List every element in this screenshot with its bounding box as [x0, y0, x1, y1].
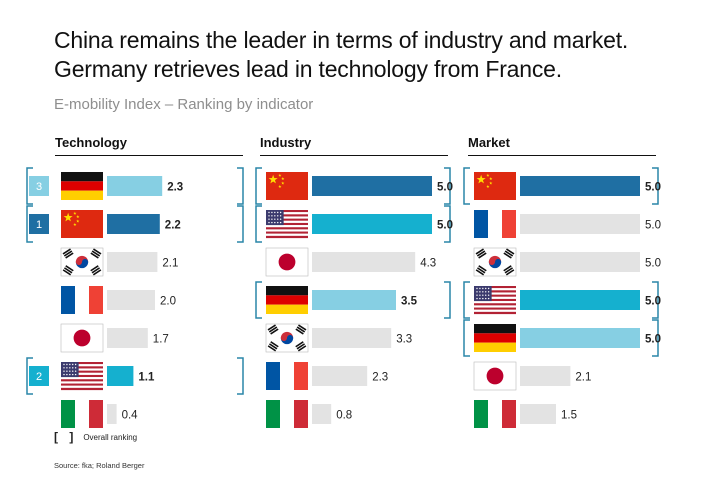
industry-china-bracket-left [255, 167, 262, 205]
market-value-usa: 5.0 [645, 296, 661, 308]
market-germany-bracket-right [652, 319, 659, 357]
rank-badge-china [29, 214, 49, 234]
market-column-title: Market [468, 135, 656, 156]
technology-germany-bracket-right [237, 167, 244, 205]
industry-bar-usa [312, 214, 432, 234]
industry-value-italy: 0.8 [336, 410, 352, 422]
technology-value-france: 2.0 [160, 296, 176, 308]
market-usa-bracket-right [652, 281, 659, 319]
title-line-2: Germany retrieves lead in technology fro… [54, 56, 562, 82]
market-value-south-korea: 5.0 [645, 258, 661, 270]
technology-bar-italy [107, 404, 117, 424]
industry-bar-italy [312, 404, 332, 424]
chart-title: China remains the leader in terms of ind… [54, 26, 694, 84]
industry-flag-japan [265, 247, 309, 277]
market-flag-china [474, 172, 516, 200]
technology-flag-south-korea [60, 247, 104, 277]
technology-germany-bracket-left [26, 167, 33, 205]
industry-value-south-korea: 3.3 [396, 334, 412, 346]
technology-flag-germany [61, 172, 103, 200]
industry-value-japan: 4.3 [420, 258, 436, 270]
technology-bar-japan [107, 328, 148, 348]
market-germany-bracket-left [463, 319, 470, 357]
technology-flag-china [61, 210, 103, 238]
technology-usa-bracket-right [237, 357, 244, 395]
market-value-italy: 1.5 [561, 410, 577, 422]
market-bar-france [520, 214, 640, 234]
rank-label-germany: 3 [36, 181, 42, 193]
industry-bar-china [312, 176, 432, 196]
market-flag-germany [474, 324, 516, 352]
industry-bar-japan [312, 252, 416, 272]
technology-china-bracket-right [237, 205, 244, 243]
market-bar-usa [520, 290, 640, 310]
technology-flag-france [61, 286, 103, 314]
industry-usa-bracket-left [255, 205, 262, 243]
industry-flag-germany [266, 286, 308, 314]
technology-usa-bracket-left [26, 357, 33, 395]
rank-badge-germany [29, 176, 49, 196]
industry-value-usa: 5.0 [437, 220, 453, 232]
industry-germany-bracket-right [444, 281, 451, 319]
technology-bar-germany [107, 176, 163, 196]
technology-flag-italy [61, 400, 103, 428]
technology-bar-south-korea [107, 252, 158, 272]
industry-flag-france [266, 362, 308, 390]
technology-value-italy: 0.4 [122, 410, 139, 422]
technology-value-japan: 1.7 [153, 334, 169, 346]
legend-bracket-icon: [ ] [54, 430, 78, 444]
industry-value-china: 5.0 [437, 182, 453, 194]
market-value-france: 5.0 [645, 220, 661, 232]
market-bar-china [520, 176, 640, 196]
technology-bar-china [107, 214, 160, 234]
market-flag-usa [474, 286, 516, 315]
market-bar-italy [520, 404, 556, 424]
industry-column-title: Industry [260, 135, 448, 156]
market-usa-bracket-left [463, 281, 470, 319]
rank-badge-usa [29, 366, 49, 386]
industry-flag-italy [266, 400, 308, 428]
rank-label-china: 1 [36, 219, 42, 231]
legend: [ ] Overall ranking [54, 430, 137, 444]
technology-value-germany: 2.3 [167, 182, 183, 194]
technology-china-bracket-left [26, 205, 33, 243]
market-value-germany: 5.0 [645, 334, 661, 346]
industry-flag-south-korea [265, 323, 309, 353]
market-flag-south-korea [473, 247, 517, 277]
rank-label-usa: 2 [36, 371, 42, 383]
market-bar-japan [520, 366, 571, 386]
market-flag-france [474, 210, 516, 238]
industry-germany-bracket-left [255, 281, 262, 319]
chart-subtitle: E-mobility Index – Ranking by indicator [54, 96, 314, 113]
title-line-1: China remains the leader in terms of ind… [54, 27, 629, 53]
technology-value-south-korea: 2.1 [162, 258, 178, 270]
industry-flag-china [266, 172, 308, 200]
technology-value-usa: 1.1 [138, 372, 155, 384]
technology-bar-usa [107, 366, 134, 386]
industry-bar-south-korea [312, 328, 392, 348]
technology-bar-france [107, 290, 155, 310]
source-note: Source: fka; Roland Berger [54, 461, 145, 470]
industry-china-bracket-right [444, 167, 451, 205]
market-china-bracket-right [652, 167, 659, 205]
technology-flag-usa [61, 362, 103, 391]
market-bar-south-korea [520, 252, 640, 272]
market-value-china: 5.0 [645, 182, 661, 194]
technology-value-china: 2.2 [165, 220, 181, 232]
market-china-bracket-left [463, 167, 470, 205]
technology-column-title: Technology [55, 135, 243, 156]
market-value-japan: 2.1 [575, 372, 591, 384]
industry-value-france: 2.3 [372, 372, 388, 384]
market-bar-germany [520, 328, 640, 348]
industry-bar-germany [312, 290, 396, 310]
technology-flag-japan [60, 323, 104, 353]
market-flag-japan [473, 361, 517, 391]
industry-flag-usa [266, 210, 308, 239]
industry-bar-france [312, 366, 368, 386]
legend-label: Overall ranking [83, 432, 138, 442]
market-flag-italy [474, 400, 516, 428]
industry-value-germany: 3.5 [401, 296, 418, 308]
industry-usa-bracket-right [444, 205, 451, 243]
